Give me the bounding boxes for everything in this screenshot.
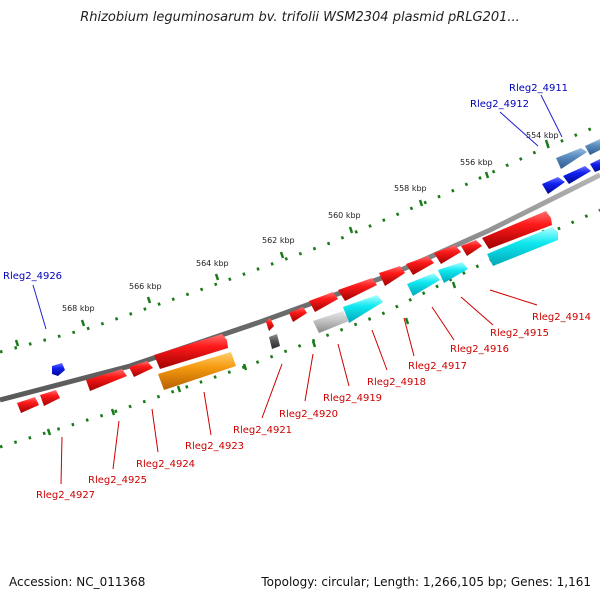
gene-arrow-red-1[interactable] bbox=[482, 211, 552, 249]
tick-label-564: 564 kbp bbox=[196, 259, 229, 268]
label-rleg2-4914[interactable]: Rleg2_4914 bbox=[532, 312, 591, 323]
inner-tick-ring bbox=[0, 208, 600, 449]
accession-label: Accession: NC_011368 bbox=[9, 575, 146, 589]
tick-label-566: 566 kbp bbox=[129, 282, 162, 291]
gene-arrow-rleg2-4926[interactable] bbox=[52, 363, 65, 376]
label-rleg2-4916[interactable]: Rleg2_4916 bbox=[450, 344, 509, 355]
gene-arrow-blue-3[interactable] bbox=[590, 159, 600, 172]
gene-arrow-orange-1[interactable] bbox=[158, 352, 236, 390]
label-rleg2-4917[interactable]: Rleg2_4917 bbox=[408, 361, 467, 372]
tick-label-568: 568 kbp bbox=[62, 304, 95, 313]
gene-arrow-rleg2-4921[interactable] bbox=[266, 318, 274, 331]
gene-arrow-red-6[interactable] bbox=[338, 278, 377, 301]
gene-arrow-blue-1[interactable] bbox=[542, 177, 565, 194]
gene-arrow-cyan-3[interactable] bbox=[407, 273, 440, 296]
gene-arrow-red-13[interactable] bbox=[40, 390, 60, 406]
gene-arrow-red-2[interactable] bbox=[461, 240, 482, 256]
map-title: Rhizobium leguminosarum bv. trifolii WSM… bbox=[80, 10, 520, 25]
gene-arrow-dark-1[interactable] bbox=[269, 334, 280, 349]
leaders-bottom bbox=[60, 289, 538, 485]
gene-arrow-gray-1[interactable] bbox=[313, 311, 349, 333]
label-rleg2-4919[interactable]: Rleg2_4919 bbox=[323, 393, 382, 404]
gene-arrow-cyan-4[interactable] bbox=[343, 295, 383, 323]
gene-arrow-steelblue-2[interactable] bbox=[585, 139, 600, 155]
gene-arrow-red-5[interactable] bbox=[379, 266, 405, 286]
label-rleg2-4920[interactable]: Rleg2_4920 bbox=[279, 409, 338, 420]
label-rleg2-4911[interactable]: Rleg2_4911 bbox=[509, 83, 568, 94]
topology-label: Topology: circular; Length: 1,266,105 bp… bbox=[261, 575, 591, 589]
label-rleg2-4921[interactable]: Rleg2_4921 bbox=[233, 425, 292, 436]
label-rleg2-4912[interactable]: Rleg2_4912 bbox=[470, 99, 529, 110]
leaders-top bbox=[32, 94, 563, 330]
gene-arrow-red-14[interactable] bbox=[17, 397, 39, 413]
gene-arrow-cyan-2[interactable] bbox=[438, 262, 468, 283]
tick-label-554: 554 kbp bbox=[526, 131, 559, 140]
label-rleg2-4923[interactable]: Rleg2_4923 bbox=[185, 441, 244, 452]
label-rleg2-4918[interactable]: Rleg2_4918 bbox=[367, 377, 426, 388]
gene-arrow-blue-2[interactable] bbox=[563, 166, 591, 184]
gene-arrow-red-3[interactable] bbox=[434, 245, 461, 264]
gene-arrow-rleg2-4911[interactable] bbox=[556, 148, 587, 169]
gene-arrow-red-8[interactable] bbox=[289, 307, 307, 322]
tick-label-560: 560 kbp bbox=[328, 211, 361, 220]
gene-arrow-red-7[interactable] bbox=[309, 292, 338, 312]
major-ticks bbox=[14, 139, 550, 436]
label-rleg2-4925[interactable]: Rleg2_4925 bbox=[88, 475, 147, 486]
label-rleg2-4924[interactable]: Rleg2_4924 bbox=[136, 459, 195, 470]
tick-label-562: 562 kbp bbox=[262, 236, 295, 245]
gene-arrow-red-4[interactable] bbox=[406, 256, 434, 275]
plasmid-backbone bbox=[0, 172, 600, 403]
gene-arrow-cyan-1[interactable] bbox=[487, 227, 558, 266]
tick-label-556: 556 kbp bbox=[460, 158, 493, 167]
label-rleg2-4926[interactable]: Rleg2_4926 bbox=[3, 271, 62, 282]
tick-label-558: 558 kbp bbox=[394, 184, 427, 193]
gene-arrow-red-11[interactable] bbox=[129, 361, 153, 377]
gene-arrow-red-10[interactable] bbox=[154, 334, 228, 369]
label-rleg2-4927[interactable]: Rleg2_4927 bbox=[36, 490, 95, 501]
label-rleg2-4915[interactable]: Rleg2_4915 bbox=[490, 328, 549, 339]
gene-arrow-red-12[interactable] bbox=[86, 369, 127, 391]
